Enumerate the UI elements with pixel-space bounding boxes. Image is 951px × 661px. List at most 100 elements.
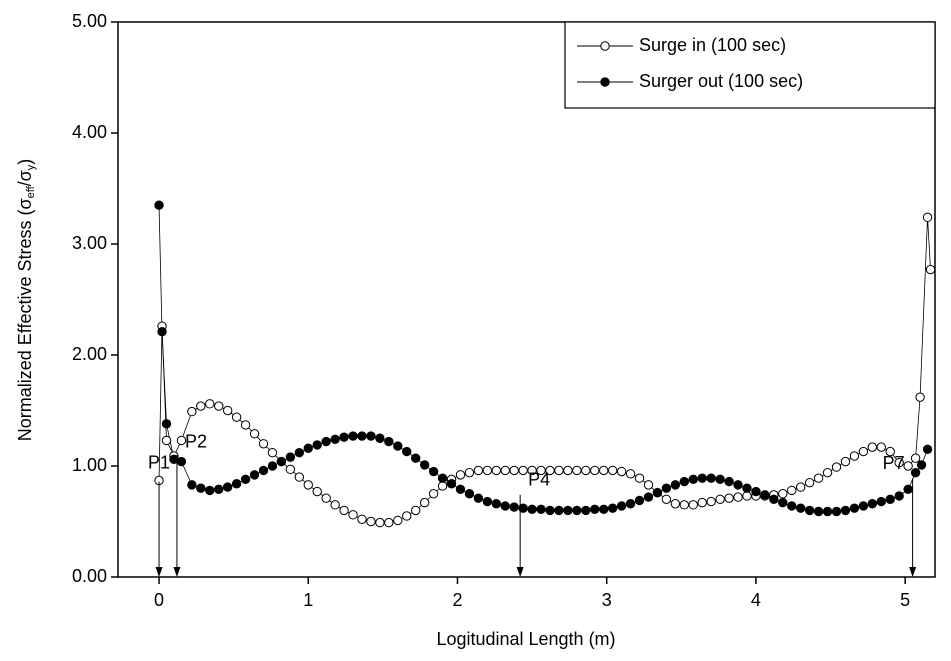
data-point — [634, 473, 645, 483]
data-point — [795, 503, 806, 513]
data-point — [795, 482, 806, 492]
data-point — [769, 494, 779, 504]
data-point — [384, 517, 394, 528]
legend-label: Surge in (100 sec) — [639, 35, 786, 55]
y-tick-label: 1.00 — [72, 455, 107, 475]
y-tick-label: 4.00 — [72, 122, 107, 142]
data-point — [312, 440, 322, 450]
data-point — [231, 479, 242, 489]
data-point — [473, 465, 484, 476]
data-point — [419, 460, 430, 470]
data-point — [527, 465, 537, 476]
data-point — [240, 474, 251, 485]
data-point — [858, 446, 869, 457]
y-axis-label: Normalized Effective Stress (σeff/σy) — [15, 159, 37, 442]
annotation-label: P4 — [528, 470, 550, 490]
data-point — [402, 446, 412, 457]
data-point — [393, 441, 403, 451]
data-point — [787, 485, 797, 496]
data-point — [916, 460, 927, 470]
x-tick-label: 4 — [751, 590, 761, 610]
data-point — [411, 505, 421, 516]
data-point — [616, 466, 627, 477]
data-point — [294, 447, 305, 458]
data-point — [348, 510, 358, 520]
x-tick-label: 5 — [900, 590, 910, 610]
arrow-head — [909, 567, 917, 577]
data-point — [849, 503, 860, 513]
data-point — [500, 465, 510, 476]
data-point — [599, 465, 609, 476]
data-point — [258, 465, 269, 476]
data-point — [787, 501, 797, 511]
data-point — [312, 486, 322, 497]
data-point — [330, 500, 340, 510]
data-point — [545, 465, 555, 476]
x-tick-label: 0 — [154, 590, 164, 610]
data-point — [616, 501, 627, 511]
x-tick-label: 3 — [602, 590, 612, 610]
x-axis-label: Logitudinal Length (m) — [436, 629, 615, 649]
data-point — [518, 503, 528, 513]
data-point — [894, 491, 904, 501]
data-point — [581, 505, 591, 516]
data-point — [276, 456, 287, 467]
data-point — [922, 444, 933, 455]
data-point — [437, 481, 448, 491]
annotation-label: P7 — [883, 453, 905, 473]
data-point — [536, 504, 546, 514]
data-point — [706, 496, 716, 507]
annotation-label: P1 — [148, 452, 170, 472]
data-point — [161, 419, 172, 429]
data-point — [375, 433, 385, 443]
data-point — [661, 494, 672, 504]
data-point — [885, 446, 895, 457]
data-point — [910, 467, 921, 478]
data-point — [572, 465, 582, 476]
data-point — [563, 505, 573, 516]
data-point — [885, 494, 895, 504]
y-tick-label: 2.00 — [72, 344, 107, 364]
data-point — [240, 420, 251, 430]
data-point — [831, 462, 842, 472]
data-point — [849, 451, 860, 461]
data-point — [482, 496, 493, 507]
data-point — [249, 429, 260, 439]
data-point — [509, 465, 519, 476]
data-point — [804, 477, 815, 488]
data-point — [321, 493, 331, 503]
y-label-part: /σ — [15, 170, 35, 186]
data-point — [607, 465, 618, 476]
data-point — [437, 473, 448, 483]
data-point — [491, 499, 501, 509]
data-point — [357, 431, 367, 441]
data-point — [867, 499, 878, 509]
data-point — [473, 493, 484, 503]
data-point — [357, 514, 367, 524]
arrow-head — [155, 567, 163, 577]
data-point — [303, 443, 313, 453]
data-point — [840, 505, 851, 516]
plot-frame — [117, 21, 936, 578]
data-point — [661, 483, 672, 493]
data-point — [922, 212, 933, 223]
data-point — [161, 435, 172, 446]
data-point — [527, 504, 537, 514]
data-point — [464, 467, 475, 478]
data-point — [643, 492, 654, 502]
data-point — [330, 434, 340, 445]
data-point — [231, 412, 242, 422]
data-point — [742, 483, 752, 493]
y-tick-label: 3.00 — [72, 233, 107, 253]
data-point — [187, 406, 197, 417]
data-point — [634, 495, 645, 506]
data-point — [760, 490, 770, 500]
data-point — [599, 504, 609, 514]
data-point — [411, 453, 421, 463]
data-point — [285, 464, 296, 475]
data-point — [688, 500, 698, 510]
data-point — [679, 500, 690, 510]
data-point — [679, 476, 690, 487]
data-point — [903, 461, 913, 471]
